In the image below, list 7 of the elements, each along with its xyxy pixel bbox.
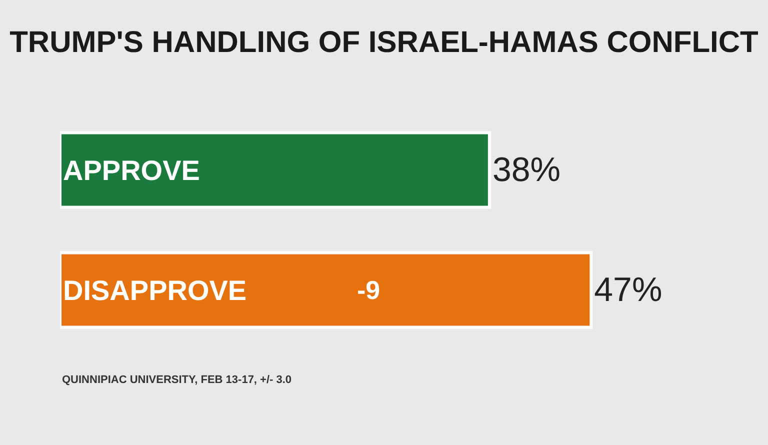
- text: QUINNIPIAC UNIVERSITY, FEB 13-17, +/- 3.0: [62, 374, 292, 386]
- chart-title: TRUMP'S HANDLING OF ISRAEL-HAMAS CONFLICT: [10, 26, 758, 60]
- y-tick-label: APPROVE: [63, 154, 200, 186]
- data-label: 47%: [594, 271, 662, 309]
- data-label: 38%: [492, 151, 561, 189]
- y-tick-label: DISAPPROVE: [63, 274, 247, 306]
- annotation: -9: [357, 275, 380, 305]
